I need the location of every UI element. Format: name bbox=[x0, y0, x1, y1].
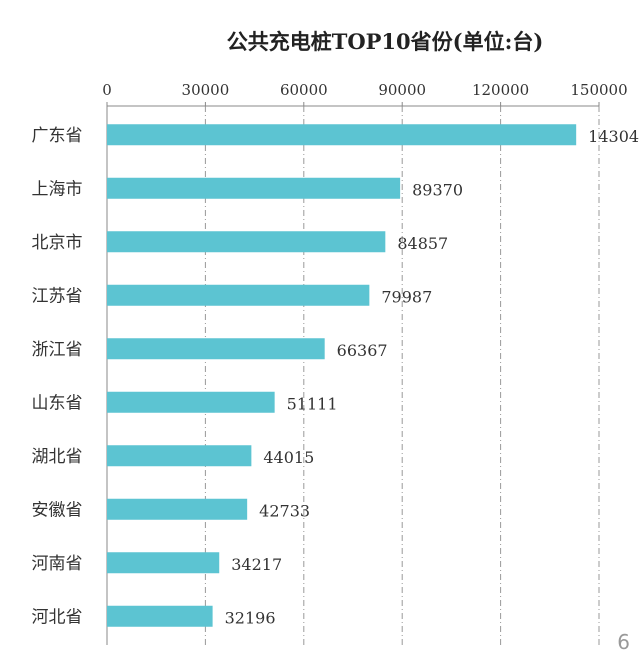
category-label: 山东省 bbox=[32, 393, 83, 413]
x-tick-label: 120000 bbox=[472, 81, 529, 99]
bar bbox=[107, 338, 325, 360]
data-label: 89370 bbox=[412, 180, 463, 199]
x-axis: 0 30000 60000 90000 120000 150000 bbox=[102, 81, 628, 645]
category-label: 上海市 bbox=[32, 179, 83, 199]
bar bbox=[107, 284, 370, 306]
data-label: 84857 bbox=[397, 234, 448, 253]
category-label: 湖北省 bbox=[32, 447, 83, 467]
x-tick-label: 0 bbox=[102, 81, 112, 99]
category-label: 浙江省 bbox=[32, 340, 83, 360]
bar bbox=[107, 231, 386, 253]
category-label: 安徽省 bbox=[32, 500, 83, 520]
data-label: 42733 bbox=[259, 501, 310, 520]
bar bbox=[107, 498, 248, 520]
x-tick-label: 150000 bbox=[570, 81, 627, 99]
bar bbox=[107, 391, 275, 413]
category-label: 河南省 bbox=[32, 554, 83, 574]
grid-lines bbox=[204, 106, 600, 645]
labels: 广东省 143042 上海市 89370 北京市 84857 江苏省 79987 浙江省 6636… bbox=[32, 126, 640, 628]
data-label: 143042 bbox=[588, 127, 640, 146]
chart-title: 公共充电桩TOP10省份(单位:台) bbox=[226, 29, 544, 54]
bar bbox=[107, 177, 401, 199]
bar bbox=[107, 124, 577, 146]
data-label: 79987 bbox=[381, 287, 432, 306]
bar bbox=[107, 445, 252, 467]
x-tick-label: 90000 bbox=[378, 81, 426, 99]
category-label: 河北省 bbox=[32, 607, 83, 627]
category-label: 江苏省 bbox=[32, 286, 83, 306]
bar bbox=[107, 552, 220, 574]
data-label: 34217 bbox=[231, 555, 282, 574]
category-label: 北京市 bbox=[32, 233, 83, 253]
data-label: 66367 bbox=[337, 341, 388, 360]
bar bbox=[107, 605, 213, 627]
category-label: 广东省 bbox=[32, 126, 83, 146]
bars bbox=[107, 124, 577, 627]
x-tick-label: 30000 bbox=[182, 81, 230, 99]
data-label: 51111 bbox=[287, 394, 338, 413]
x-tick-label: 60000 bbox=[280, 81, 328, 99]
data-label: 44015 bbox=[263, 448, 314, 467]
data-label: 32196 bbox=[225, 608, 276, 627]
page-number: 6 bbox=[617, 630, 630, 654]
